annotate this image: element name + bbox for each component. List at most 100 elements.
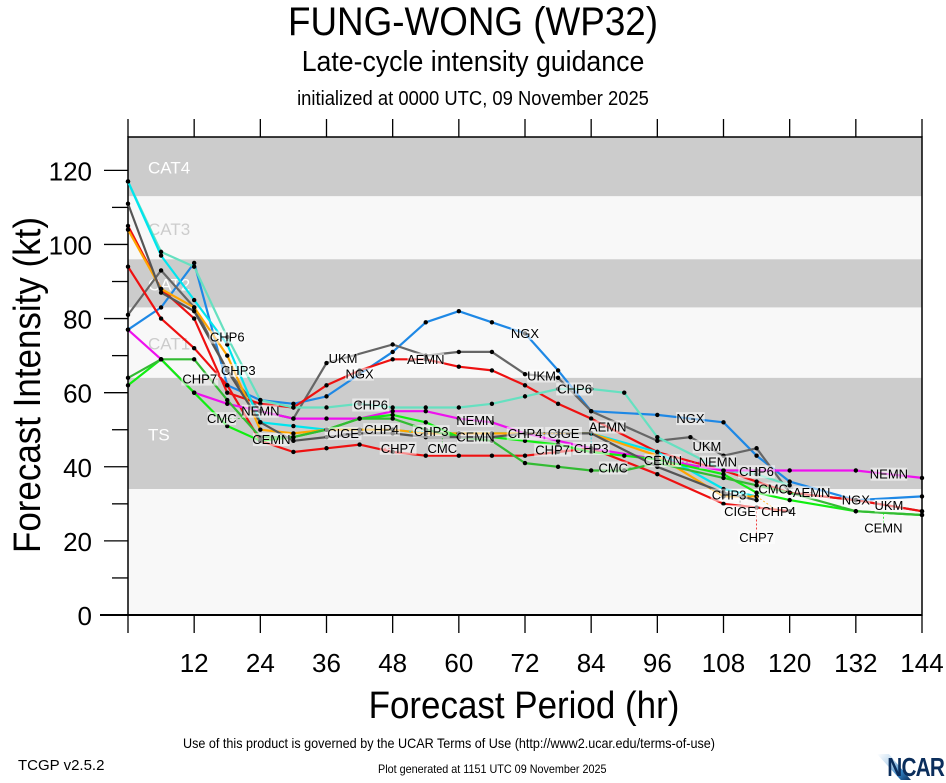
point-chp6 [787, 483, 792, 488]
y-tick-label: 0 [78, 601, 92, 631]
label-bg [207, 412, 237, 426]
point-aemn [489, 368, 495, 373]
series-label-ngx: NGX [676, 411, 705, 426]
point-chp6 [522, 394, 528, 399]
point-cemn [754, 490, 759, 495]
point-chp6 [324, 405, 329, 410]
label-bg [219, 363, 257, 377]
point-chp4 [225, 353, 230, 358]
series-label-nemn: NEMN [456, 413, 494, 428]
point-ngx [721, 420, 726, 425]
band-label: TS [148, 425, 170, 444]
series-label-ngx: NGX [345, 367, 374, 382]
point-ukm [522, 371, 528, 377]
point-nemn [423, 409, 428, 414]
label-bg [841, 493, 871, 507]
point-ukm [158, 268, 164, 273]
series-label-aemn: AEMN [407, 352, 445, 367]
series-label-chp4: CHP4 [364, 422, 399, 437]
band-label: CAT1 [148, 335, 190, 354]
point-ukm [324, 360, 329, 366]
label-bg [379, 441, 417, 455]
label-bg [556, 382, 594, 396]
point-cige [125, 201, 131, 206]
point-cige [754, 497, 759, 503]
series-label-chp7: CHP7 [739, 530, 774, 545]
band-cat1 [128, 307, 922, 378]
y-tick-label: 40 [63, 453, 92, 483]
point-chp7 [357, 442, 362, 447]
point-cige [258, 420, 263, 425]
series-label-ngx: NGX [511, 326, 540, 341]
point-cmc [291, 434, 296, 440]
point-ngx [456, 308, 462, 314]
label-leader-chp4 [756, 496, 779, 512]
point-chp7 [191, 346, 197, 351]
y-tick-label: 100 [49, 230, 92, 260]
point-aemn [390, 357, 395, 362]
series-label-ukm: UKM [527, 369, 556, 384]
label-bg [874, 499, 904, 513]
point-chp7 [655, 471, 660, 477]
point-cige [291, 438, 296, 444]
point-cemn [423, 420, 428, 425]
point-aemn [125, 223, 131, 229]
series-label-chp6: CHP6 [353, 398, 388, 413]
point-chp6 [390, 405, 395, 410]
label-bg [252, 433, 290, 447]
label-bg [352, 398, 390, 412]
series-label-chp4: CHP4 [508, 426, 543, 441]
label-bg [527, 369, 556, 383]
point-chp7 [423, 453, 428, 458]
label-bg [241, 404, 279, 418]
point-aemn [522, 383, 528, 388]
point-chp4 [158, 286, 164, 292]
x-tick-label: 120 [768, 648, 811, 678]
label-bg [506, 426, 544, 440]
series-label-cemn: CEMN [456, 430, 494, 445]
series-label-chp7: CHP7 [381, 441, 416, 456]
point-nemn [919, 475, 925, 481]
point-ukm [125, 312, 131, 318]
point-chp3 [125, 179, 131, 184]
label-bg [760, 504, 797, 518]
label-bg [738, 531, 775, 545]
point-aemn [588, 416, 594, 421]
series-label-cemn: CEMN [864, 520, 902, 535]
point-cmc [721, 475, 726, 481]
y-tick-label: 120 [49, 156, 92, 186]
label-bg [412, 425, 450, 439]
point-cemn [191, 390, 197, 395]
point-nemn [721, 468, 726, 473]
point-ukm [688, 434, 693, 440]
series-label-chp6: CHP6 [739, 464, 774, 479]
point-ukm [456, 349, 462, 355]
point-chp6 [489, 401, 495, 406]
series-label-nemn: NEMN [870, 467, 908, 482]
label-bg [456, 413, 494, 427]
label-bg [534, 443, 572, 457]
series-label-chp4: CHP4 [761, 504, 796, 519]
point-cmc [357, 416, 362, 421]
label-bg [181, 372, 219, 386]
point-chp6 [622, 390, 627, 395]
point-chp7 [291, 449, 296, 455]
band-cat4 [128, 137, 922, 197]
series-label-chp7: CHP7 [182, 372, 217, 387]
point-chp4 [258, 427, 263, 432]
series-label-chp6: CHP6 [557, 381, 592, 396]
label-bg [208, 330, 246, 344]
x-tick-label: 24 [246, 648, 275, 678]
point-cige [191, 308, 197, 314]
point-cmc [853, 509, 859, 514]
label-bg [456, 430, 494, 444]
point-cmc [225, 397, 230, 403]
x-tick-label: 144 [900, 648, 943, 678]
series-label-ukm: UKM [329, 351, 358, 366]
point-aemn [191, 316, 197, 321]
point-chp7 [324, 446, 329, 451]
y-tick-label: 80 [63, 305, 92, 335]
series-label-ukm: UKM [874, 498, 903, 513]
point-cmc [191, 357, 197, 362]
